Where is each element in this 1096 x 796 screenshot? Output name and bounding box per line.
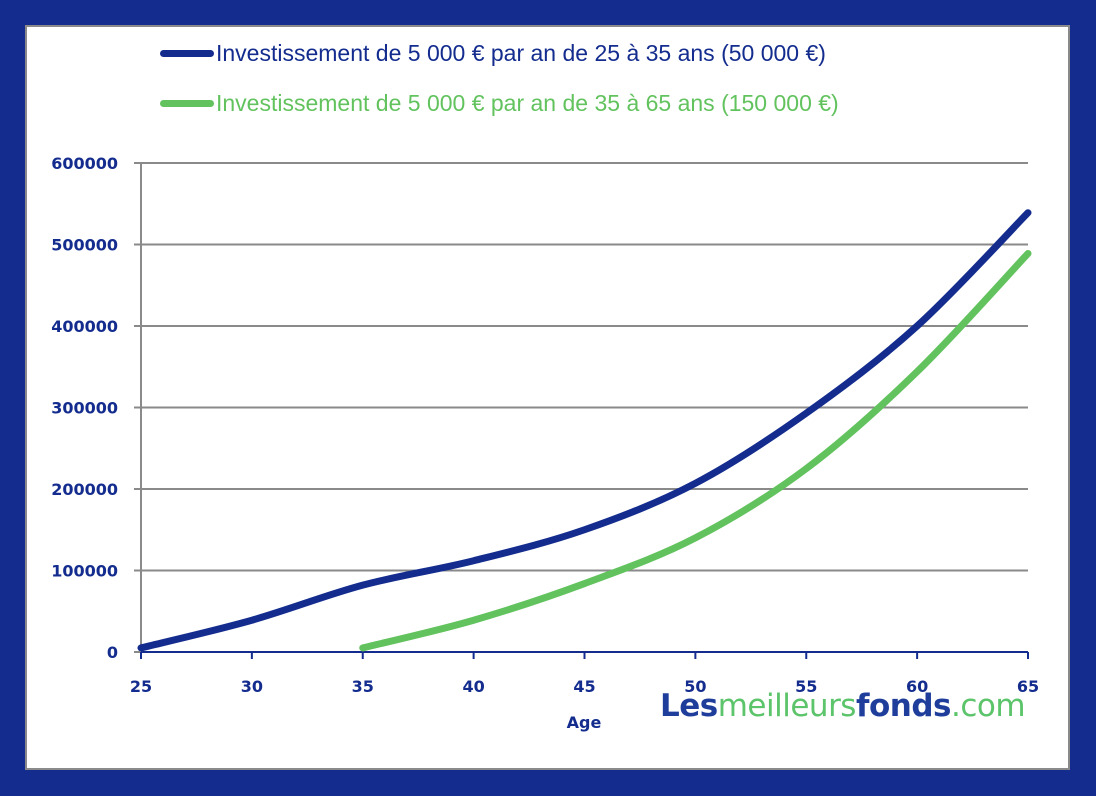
x-tick-label: 40 [462, 677, 484, 696]
legend-item-series2: Investissement de 5 000 € par an de 35 à… [160, 78, 839, 128]
y-tick-label: 200000 [51, 480, 118, 499]
series-lines [137, 209, 1032, 652]
x-axis-label: Age [567, 713, 602, 732]
legend-swatch-navy-icon [160, 49, 214, 57]
x-tick-label: 25 [130, 677, 152, 696]
x-tick-label: 55 [795, 677, 817, 696]
y-tick-label: 0 [107, 643, 118, 662]
x-tick-label: 60 [906, 677, 928, 696]
series-line-2 [359, 249, 1032, 652]
y-axis-ticks: 0 100000 200000 300000 400000 500000 600000 [51, 154, 118, 662]
x-tick-label: 30 [241, 677, 263, 696]
brand-logo: Lesmeilleursfonds.com [660, 688, 1026, 724]
legend-label-series1: Investissement de 5 000 € par an de 25 à… [216, 39, 826, 66]
x-tick-label: 35 [352, 677, 374, 696]
y-tick-label: 400000 [51, 317, 118, 336]
x-tick-label: 45 [573, 677, 595, 696]
chart-legend: Investissement de 5 000 € par an de 25 à… [160, 28, 839, 128]
y-tick-label: 600000 [51, 154, 118, 173]
logo-meilleurs: meilleurs [717, 688, 857, 724]
y-tick-label: 100000 [51, 562, 118, 581]
legend-swatch-green-icon [160, 99, 214, 107]
x-axis: 25 30 35 40 45 50 55 60 65 [130, 651, 1039, 696]
y-tick-label: 300000 [51, 399, 118, 418]
logo-com: .com [950, 688, 1026, 724]
legend-label-series2: Investissement de 5 000 € par an de 35 à… [216, 89, 839, 116]
logo-fonds: fonds [855, 688, 952, 724]
x-tick-label: 65 [1017, 677, 1039, 696]
logo-les: Les [660, 688, 718, 724]
x-tick-label: 50 [684, 677, 706, 696]
series-line-1 [137, 209, 1032, 652]
legend-item-series1: Investissement de 5 000 € par an de 25 à… [160, 28, 839, 78]
chart-panel [25, 25, 1070, 770]
y-tick-label: 500000 [51, 236, 118, 255]
